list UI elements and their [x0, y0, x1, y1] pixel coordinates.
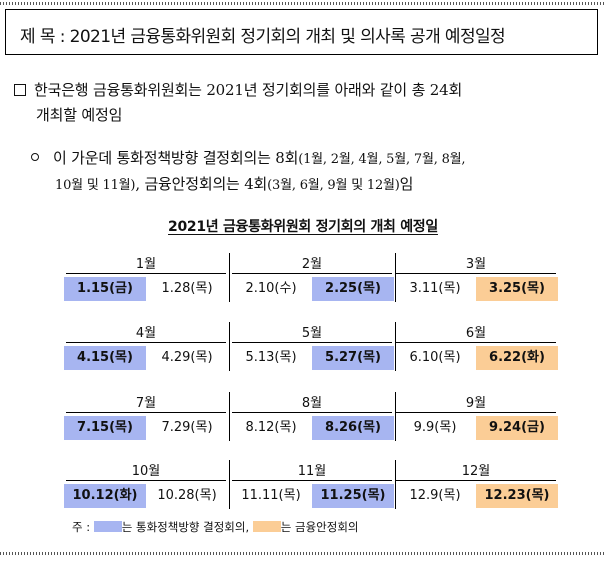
bottom-dotted-border: [0, 552, 606, 555]
month-label: 11월: [297, 464, 327, 479]
month-label: 6월: [465, 326, 487, 341]
month-underline: [232, 273, 392, 274]
block-divider: [229, 392, 230, 441]
meeting-date: 12.9(목): [409, 488, 461, 503]
para2-line1a: 이 가운데 통화정책방향 결정회의는 8회: [53, 149, 299, 167]
month-underline: [232, 342, 392, 343]
top-dotted-border: [0, 2, 606, 5]
block-divider: [229, 460, 230, 509]
para2-line2a: 10월 및 11월): [55, 178, 136, 193]
legend-note: 주 : 는 통화정책방향 결정회의, 는 금융안정회의: [72, 519, 359, 535]
month-underline: [66, 412, 226, 413]
month-underline: [396, 342, 556, 343]
meeting-date: 3.11(목): [409, 281, 461, 296]
meeting-date: 1.28(목): [161, 281, 213, 296]
block-divider: [395, 253, 396, 302]
schedule-title: 2021년 금융통화위원회 정기회의 개최 예정일: [168, 219, 438, 235]
para1-line1: 한국은행 금융통화위원회는 2021년 정기회의를 아래와 같이 총 24회: [34, 81, 463, 99]
month-label: 1월: [135, 257, 157, 272]
stability-meeting-date: 3.25(목): [476, 277, 558, 301]
meeting-date: 2.10(수): [245, 281, 297, 296]
meeting-date: 8.12(목): [245, 420, 297, 435]
policy-meeting-date: 8.26(목): [312, 416, 394, 440]
stability-meeting-date: 12.23(목): [476, 484, 558, 508]
month-underline: [66, 273, 226, 274]
month-label: 7월: [135, 396, 157, 411]
month-underline: [232, 480, 392, 481]
stability-meeting-date: 9.24(금): [476, 416, 558, 440]
block-divider: [229, 322, 230, 371]
paragraph-meeting-types: 이 가운데 통화정책방향 결정회의는 8회(1월, 2월, 4월, 5월, 7월…: [31, 146, 601, 198]
para2-line2c: (3월, 6월, 9월 및 12월): [267, 178, 400, 193]
circle-bullet-icon: [31, 153, 39, 161]
block-divider: [395, 322, 396, 371]
para2-line2b: , 금융안정회의는 4회: [135, 175, 268, 193]
title-box: 제 목 : 2021년 금융통화위원회 정기회의 개최 및 의사록 공개 예정일…: [5, 9, 598, 55]
month-label: 4월: [135, 326, 157, 341]
meeting-date: 9.9(목): [413, 420, 457, 435]
note-prefix: 주 :: [72, 520, 94, 534]
policy-meeting-date: 7.15(목): [64, 416, 146, 440]
block-divider: [229, 253, 230, 302]
month-label: 3월: [465, 257, 487, 272]
meeting-date: 4.29(목): [161, 350, 213, 365]
paragraph-meeting-count: 한국은행 금융통화위원회는 2021년 정기회의를 아래와 같이 총 24회 개…: [14, 78, 599, 128]
month-underline: [232, 412, 392, 413]
meeting-date: 5.13(목): [245, 350, 297, 365]
month-label: 9월: [465, 396, 487, 411]
meeting-date: 7.29(목): [161, 420, 213, 435]
stability-meeting-date: 6.22(화): [476, 346, 558, 370]
policy-meeting-date: 4.15(목): [64, 346, 146, 370]
checkbox-bullet-icon: [14, 84, 26, 96]
orange-legend-swatch: [252, 521, 281, 532]
block-divider: [395, 392, 396, 441]
meeting-date: 11.11(목): [241, 488, 301, 503]
month-underline: [396, 480, 556, 481]
policy-meeting-date: 5.27(목): [312, 346, 394, 370]
month-label: 8월: [301, 396, 323, 411]
policy-meeting-date: 1.15(금): [64, 277, 146, 301]
document-title: 제 목 : 2021년 금융통화위원회 정기회의 개최 및 의사록 공개 예정일…: [20, 27, 506, 47]
policy-meeting-date: 11.25(목): [312, 484, 394, 508]
policy-meeting-date: 10.12(화): [64, 484, 146, 508]
para1-line2: 개최할 예정임: [36, 106, 123, 124]
note-blue-label: 는 통화정책방향 결정회의,: [121, 520, 250, 534]
month-label: 12월: [461, 464, 491, 479]
month-underline: [396, 412, 556, 413]
policy-meeting-date: 2.25(목): [312, 277, 394, 301]
meeting-date: 10.28(목): [157, 488, 217, 503]
month-label: 5월: [301, 326, 323, 341]
month-underline: [396, 273, 556, 274]
para2-line2d: 임: [399, 175, 414, 193]
meeting-date: 6.10(목): [409, 350, 461, 365]
block-divider: [395, 460, 396, 509]
month-label: 2월: [301, 257, 323, 272]
month-underline: [66, 342, 226, 343]
blue-legend-swatch: [93, 521, 122, 532]
note-orange-label: 는 금융안정회의: [280, 520, 359, 534]
month-underline: [66, 480, 226, 481]
month-label: 10월: [131, 464, 161, 479]
para2-line1b: (1월, 2월, 4월, 5월, 7월, 8월,: [298, 152, 466, 167]
